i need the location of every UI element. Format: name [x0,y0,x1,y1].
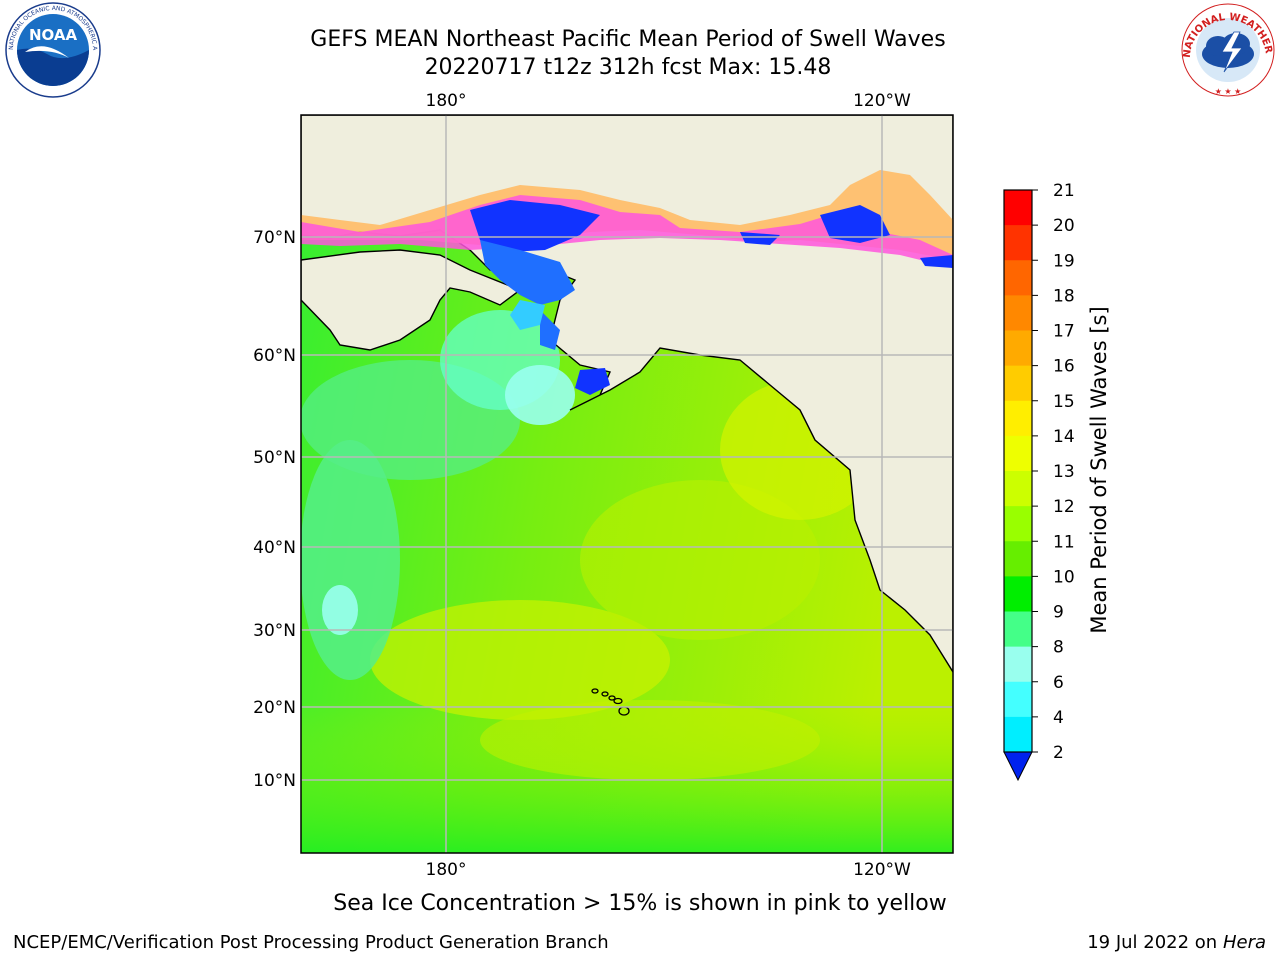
credit-date: 19 Jul 2022 on [1087,932,1223,953]
colorbar-tick-label: 11 [1053,532,1075,552]
colorbar-tick-label: 15 [1053,392,1075,412]
credit-right: 19 Jul 2022 on Hera [1087,932,1266,953]
lon-label-bottom-120w: 120°W [853,860,911,880]
colorbar-segment [1004,681,1032,718]
lat-label-30n: 30°N [253,621,296,641]
colorbar-tick-label: 13 [1053,462,1075,482]
lon-label-top-180: 180° [426,91,467,111]
lat-label-10n: 10°N [253,771,296,791]
colorbar-tick-label: 20 [1053,216,1075,236]
colorbar: 21 20 19 18 17 16 15 14 13 12 11 10 9 8 6 4 2 [1003,181,1075,782]
noaa-logo: NOAA NATIONAL OCEANIC AND ATMOSPHERIC AD… [3,2,101,98]
noaa-logo-text: NOAA [29,26,78,44]
colorbar-label: Mean Period of Swell Waves [s] [1087,306,1111,633]
lon-label-bottom-180: 180° [426,860,467,880]
colorbar-tick-label: 21 [1053,181,1075,201]
landmass-asia [301,249,522,351]
colorbar-segment [1004,576,1032,612]
colorbar-tick-label: 18 [1053,286,1075,306]
colorbar-tick-label: 14 [1053,427,1075,447]
credit-host: Hera [1222,932,1266,953]
lat-label-70n: 70°N [253,228,296,248]
credit-left: NCEP/EMC/Verification Post Processing Pr… [13,932,609,953]
lon-label-top-120w: 120°W [853,91,911,111]
colorbar-tick-label: 8 [1053,638,1064,658]
colorbar-tick-label: 10 [1053,567,1075,587]
colorbar-segment [1004,295,1032,331]
low-period-chukchi [470,200,600,252]
low-period-beaufort [820,205,890,243]
colorbar-segment [1004,716,1032,753]
colorbar-tick-label: 12 [1053,497,1075,517]
hawaii-islands [591,688,630,716]
colorbar-segment [1004,225,1032,261]
svg-text:★ ★ ★: ★ ★ ★ [1215,87,1242,96]
colorbar-segment [1004,646,1032,683]
colorbar-tick-label: 16 [1053,357,1075,377]
arctic-ice-pink [301,195,953,268]
colorbar-segment [1004,365,1032,402]
colorbar-segment [1004,506,1032,542]
colorbar-tick-label: 17 [1053,322,1075,342]
colorbar-segment [1004,471,1032,507]
sea-ice-note: Sea Ice Concentration > 15% is shown in … [333,891,947,916]
lat-label-50n: 50°N [253,448,296,468]
colorbar-tick-label: 2 [1053,743,1064,763]
map-frame [300,114,954,854]
colorbar-segment [1004,330,1032,367]
colorbar-segment [1004,611,1032,648]
colorbar-segment [1004,190,1032,226]
colorbar-tick-label: 9 [1053,603,1064,623]
colorbar-segment [1004,435,1032,472]
lat-label-20n: 20°N [253,698,296,718]
colorbar-tick-label: 6 [1053,673,1064,693]
low-period-bering [480,240,575,305]
lat-label-40n: 40°N [253,538,296,558]
colorbar-extend-arrow [1003,751,1033,782]
colorbar-segment [1004,260,1032,296]
colorbar-tick-label: 19 [1053,251,1075,271]
colorbar-segment [1004,400,1032,437]
graticule [301,115,953,853]
landmass-north [301,115,953,674]
colorbar-segment [1004,541,1032,577]
chart-subtitle: 20220717 t12z 312h fcst Max: 15.48 [424,55,832,80]
nws-logo: NATIONAL WEATHER SERVICE ★ ★ ★ [1178,2,1275,97]
lat-label-60n: 60°N [253,346,296,366]
colorbar-tick-label: 4 [1053,708,1064,728]
chart-title: GEFS MEAN Northeast Pacific Mean Period … [310,27,946,52]
